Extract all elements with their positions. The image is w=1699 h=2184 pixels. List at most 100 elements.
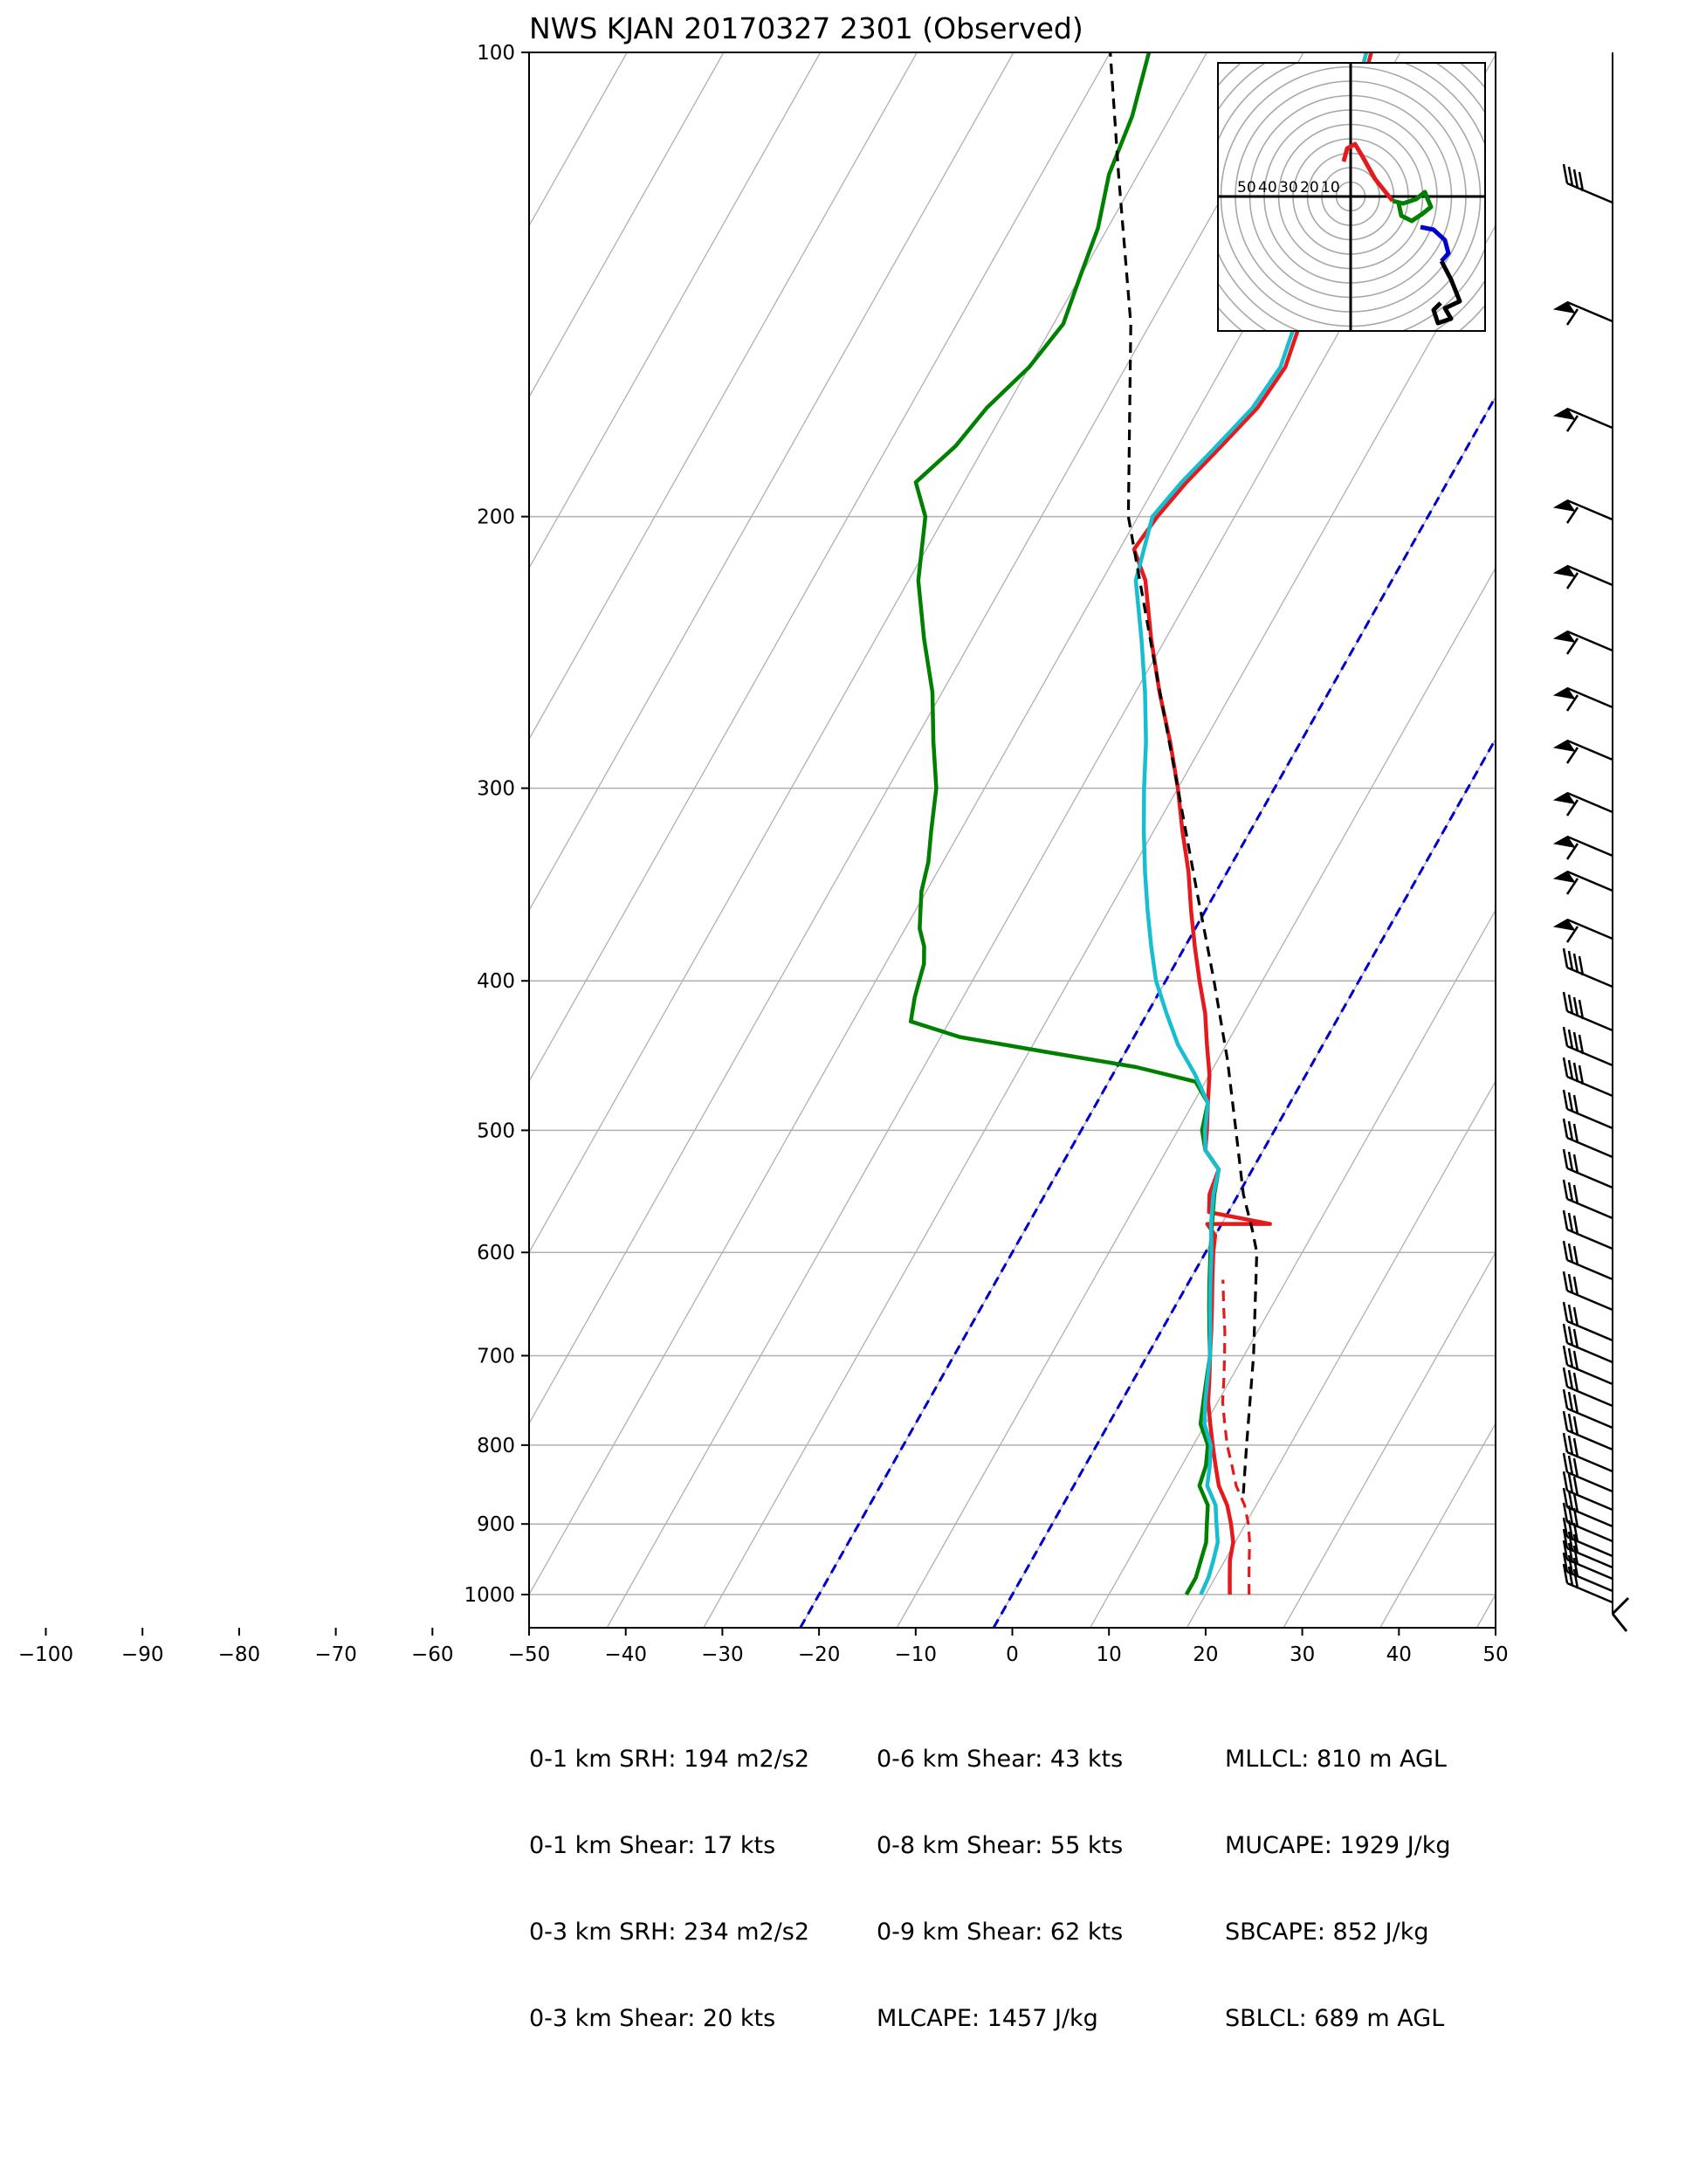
param-0-1km-shear: 0-1 km Shear: 17 kts xyxy=(529,1832,776,1859)
param-mlcape: MLCAPE: 1457 J/kg xyxy=(877,2005,1098,2032)
x-tick-label: −40 xyxy=(604,1643,647,1666)
isotherm-gridline xyxy=(529,52,1207,1254)
reference-lines xyxy=(799,394,1496,1628)
x-tick-label: 20 xyxy=(1193,1643,1218,1666)
x-tick-label: −70 xyxy=(314,1643,357,1666)
hodograph-trace-segment xyxy=(1341,141,1394,203)
param-mllcl: MLLCL: 810 m AGL xyxy=(1225,1746,1447,1773)
y-tick-label: 800 xyxy=(477,1435,515,1457)
wind-barb xyxy=(1562,1471,1613,1512)
wind-barb xyxy=(1562,1410,1613,1451)
y-tick-label: 600 xyxy=(477,1242,515,1264)
y-tick-label: 100 xyxy=(477,42,515,65)
wind-barb xyxy=(1552,870,1613,895)
isotherm-gridline xyxy=(529,52,822,569)
wind-barb xyxy=(1562,1179,1613,1220)
wind-barb xyxy=(1611,1596,1630,1632)
param-0-8km-shear: 0-8 km Shear: 55 kts xyxy=(877,1832,1124,1859)
y-tick-label: 900 xyxy=(477,1513,515,1536)
hodograph-ring-label: 40 xyxy=(1258,179,1277,196)
wet-bulb-trace xyxy=(1133,52,1369,1595)
virtual-temperature-trace xyxy=(1221,1279,1251,1595)
param-0-3km-shear: 0-3 km Shear: 20 kts xyxy=(529,2005,776,2032)
isotherm-gridline xyxy=(529,52,1304,1425)
wind-barb xyxy=(1562,1345,1613,1386)
hodograph-trace-segment xyxy=(1392,189,1434,224)
params-column-3: MLLCL: 810 m AGL MUCAPE: 1929 J/kg SBCAP… xyxy=(1225,1687,1451,2062)
wind-barb xyxy=(1562,163,1613,204)
wind-barb xyxy=(1562,1388,1613,1430)
x-tick-label: 0 xyxy=(1006,1643,1019,1666)
wind-barb xyxy=(1562,1118,1613,1159)
wind-barbs xyxy=(1552,52,1630,1632)
hodograph-plot xyxy=(1218,63,1485,331)
x-tick-label: −80 xyxy=(218,1643,261,1666)
isotherm-gridline xyxy=(1186,1079,1496,1628)
wind-barb xyxy=(1562,1540,1613,1581)
param-0-9km-shear: 0-9 km Shear: 62 kts xyxy=(877,1919,1124,1946)
wind-barb xyxy=(1552,918,1613,943)
y-axis: 100 200 300 400 500 600 700 800 900 1000 xyxy=(464,42,529,1607)
reference-isotherm-0 xyxy=(992,736,1496,1628)
wind-barb xyxy=(1552,686,1613,712)
x-tick-label: −20 xyxy=(798,1643,841,1666)
wind-barb xyxy=(1562,1552,1613,1593)
isotherm-gridline xyxy=(896,567,1496,1628)
parcel-trace xyxy=(1109,52,1259,1494)
hodograph-ring-label: 10 xyxy=(1321,179,1340,196)
wind-barb xyxy=(1562,991,1613,1032)
x-tick-label: −50 xyxy=(508,1643,551,1666)
params-column-2: 0-6 km Shear: 43 kts 0-8 km Shear: 55 kt… xyxy=(877,1687,1123,2062)
hodograph-frame xyxy=(1217,62,1486,332)
wind-barb xyxy=(1562,1026,1613,1067)
x-tick-label: 40 xyxy=(1386,1643,1412,1666)
wind-barb xyxy=(1562,1271,1613,1312)
wind-barb xyxy=(1552,835,1613,860)
dewpoint-trace xyxy=(908,52,1221,1596)
isotherm-gridline xyxy=(529,52,628,227)
param-mucape: MUCAPE: 1929 J/kg xyxy=(1225,1832,1451,1859)
wind-barb xyxy=(1562,1563,1613,1604)
params-column-1: 0-1 km SRH: 194 m2/s2 0-1 km Shear: 17 k… xyxy=(529,1687,809,2062)
isotherm-gridline xyxy=(529,52,532,56)
wind-barb xyxy=(1562,947,1613,989)
hodograph: 50 40 30 20 10 xyxy=(1217,62,1486,332)
y-tick-label: 500 xyxy=(477,1120,515,1142)
wind-barb xyxy=(1552,739,1613,764)
y-tick-label: 700 xyxy=(477,1345,515,1368)
wind-barb xyxy=(1562,1209,1613,1250)
x-tick-label: −90 xyxy=(121,1643,164,1666)
reference-isotherm--20 xyxy=(799,394,1496,1628)
y-tick-label: 400 xyxy=(477,970,515,993)
wind-barb xyxy=(1552,407,1613,432)
wind-barb xyxy=(1562,1323,1613,1364)
x-tick-label: 10 xyxy=(1097,1643,1122,1666)
wind-barb xyxy=(1552,630,1613,655)
chart-title: NWS KJAN 20170327 2301 (Observed) xyxy=(529,11,1083,45)
isotherm-gridline xyxy=(529,52,1015,912)
x-tick-label: −30 xyxy=(701,1643,744,1666)
grid-layer xyxy=(529,52,1496,1628)
x-axis: −100 −90 −80 −70 −60 −50 −40 −30 −20 −10 0 10 20 30 40… xyxy=(18,1628,1509,1666)
series-layer xyxy=(908,52,1373,1596)
wind-barb xyxy=(1562,1367,1613,1408)
wind-barb xyxy=(1562,1301,1613,1342)
y-tick-label: 200 xyxy=(477,506,515,529)
wind-barb xyxy=(1562,1148,1613,1189)
wind-barb xyxy=(1552,791,1613,816)
wind-barb xyxy=(1552,300,1613,326)
x-tick-label: 30 xyxy=(1290,1643,1315,1666)
param-sblcl: SBLCL: 689 m AGL xyxy=(1225,2005,1445,2032)
hodograph-ring-label: 20 xyxy=(1300,179,1319,196)
wind-barb xyxy=(1562,1487,1613,1528)
x-tick-label: −10 xyxy=(895,1643,938,1666)
x-tick-label: 50 xyxy=(1482,1643,1508,1666)
param-sbcape: SBCAPE: 852 J/kg xyxy=(1225,1919,1429,1946)
isotherm-gridline xyxy=(1090,908,1496,1628)
wind-barb xyxy=(1562,1240,1613,1281)
hodograph-trace-segment xyxy=(1420,224,1451,263)
wind-barb xyxy=(1552,564,1613,589)
wind-barb xyxy=(1562,1528,1613,1569)
wind-barb xyxy=(1562,1432,1613,1473)
